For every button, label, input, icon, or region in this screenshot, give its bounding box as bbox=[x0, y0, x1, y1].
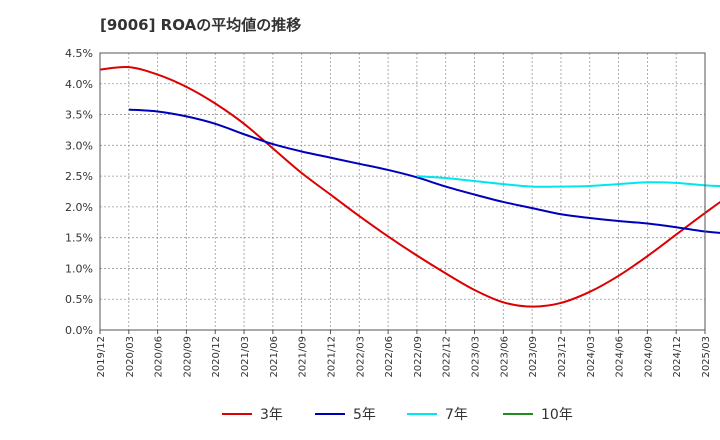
y-tick-label: 0.0% bbox=[65, 324, 93, 337]
y-axis-ticks: 0.0% 0.5% 1.0% 1.5% 2.0% 2.5% 3.0% 3.5% 4.0% 4.5% bbox=[65, 47, 93, 337]
x-tick-label: 2020/09 bbox=[182, 336, 193, 378]
x-tick-label: 2024/03 bbox=[586, 336, 597, 378]
x-tick-label: 2024/12 bbox=[672, 336, 683, 378]
legend-label-3: 7年 bbox=[445, 407, 468, 423]
x-tick-label: 2024/09 bbox=[643, 336, 654, 378]
x-tick-label: 2022/03 bbox=[355, 336, 366, 378]
y-tick-label: 1.5% bbox=[65, 232, 93, 245]
x-tick-label: 2023/12 bbox=[557, 336, 568, 378]
plot-frame bbox=[99, 52, 706, 331]
series-lines bbox=[99, 66, 720, 308]
y-tick-label: 0.5% bbox=[65, 293, 93, 306]
x-tick-label: 2020/12 bbox=[211, 336, 222, 378]
grid-lines bbox=[100, 53, 705, 330]
x-tick-label: 2023/03 bbox=[471, 336, 482, 378]
y-tick-label: 3.0% bbox=[65, 139, 93, 152]
x-tick-label: 2020/06 bbox=[154, 336, 165, 378]
y-tick-label: 4.5% bbox=[65, 47, 93, 60]
y-tick-label: 4.0% bbox=[65, 78, 93, 91]
series-line-1 bbox=[99, 66, 720, 308]
legend-label-1: 3年 bbox=[260, 407, 283, 423]
y-tick-label: 1.0% bbox=[65, 262, 93, 275]
x-tick-label: 2019/12 bbox=[96, 336, 107, 378]
x-axis-ticks: 2019/12 2020/03 2020/06 2020/09 2020/12 2021/… bbox=[96, 330, 712, 378]
x-tick-label: 2022/12 bbox=[442, 336, 453, 378]
x-tick-label: 2025/03 bbox=[701, 336, 712, 378]
x-tick-label: 2023/09 bbox=[528, 336, 539, 378]
x-tick-label: 2024/06 bbox=[615, 336, 626, 378]
legend-label-4: 10年 bbox=[541, 407, 573, 423]
x-tick-label: 2022/06 bbox=[384, 336, 395, 378]
series-line-3 bbox=[416, 175, 720, 188]
y-tick-label: 3.5% bbox=[65, 109, 93, 122]
x-tick-label: 2021/12 bbox=[326, 336, 337, 378]
chart-title: [9006] ROAの平均値の推移 bbox=[100, 16, 302, 34]
x-tick-label: 2021/06 bbox=[269, 336, 280, 378]
y-tick-label: 2.0% bbox=[65, 201, 93, 214]
x-tick-label: 2023/06 bbox=[499, 336, 510, 378]
legend: 3年 5年 7年 10年 bbox=[222, 407, 573, 423]
x-tick-label: 2021/09 bbox=[298, 336, 309, 378]
x-tick-label: 2022/09 bbox=[413, 336, 424, 378]
x-tick-label: 2021/03 bbox=[240, 336, 251, 378]
y-tick-label: 2.5% bbox=[65, 170, 93, 183]
x-tick-label: 2020/03 bbox=[125, 336, 136, 378]
series-line-2 bbox=[128, 108, 720, 234]
legend-label-2: 5年 bbox=[353, 407, 376, 423]
